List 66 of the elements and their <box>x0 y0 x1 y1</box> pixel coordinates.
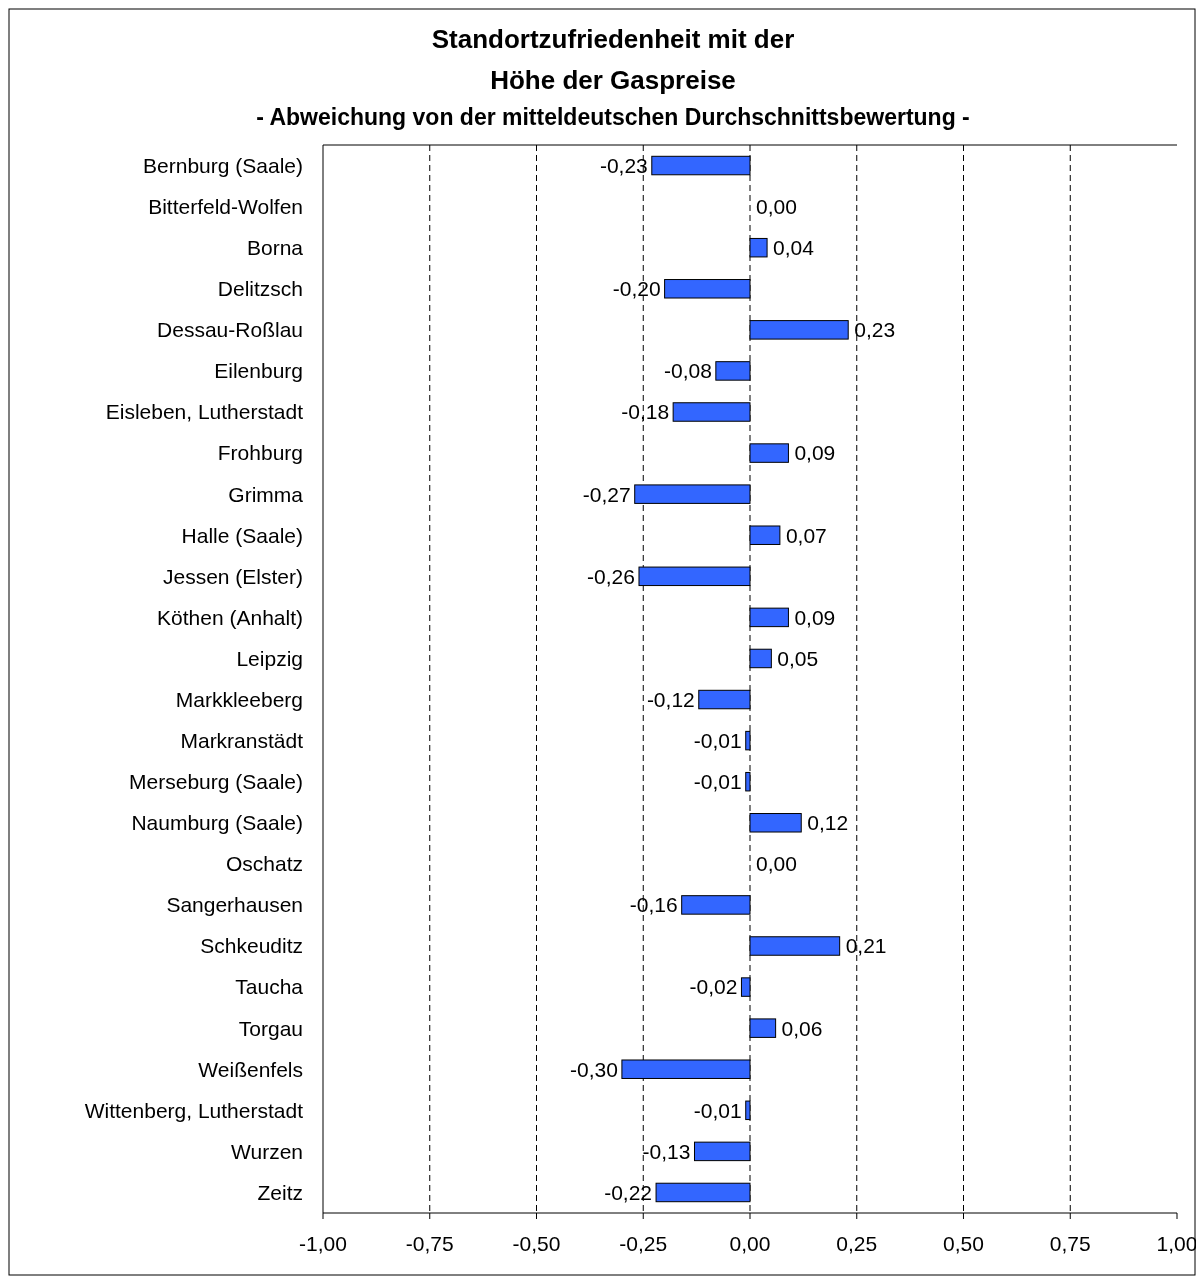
data-label: 0,05 <box>777 646 819 670</box>
data-label: 0,06 <box>781 1016 823 1040</box>
x-tick-label: -0,25 <box>619 1232 668 1255</box>
bar <box>749 813 802 833</box>
y-tick-label: Wittenberg, Lutherstadt <box>84 1098 304 1122</box>
data-label: 0,07 <box>785 523 827 547</box>
data-label: -0,01 <box>693 770 742 794</box>
y-tick-label: Sangerhausen <box>166 893 303 917</box>
data-label: -0,18 <box>621 400 670 424</box>
data-label: 0,00 <box>756 852 797 876</box>
data-label: -0,22 <box>604 1180 653 1204</box>
y-tick-label: Torgau <box>238 1016 303 1040</box>
x-tick-label: 0,50 <box>943 1232 984 1255</box>
y-tick-label: Halle (Saale) <box>181 523 303 547</box>
x-tick-label: -0,75 <box>405 1232 454 1255</box>
data-label: 0,21 <box>845 934 887 958</box>
data-label: -0,20 <box>612 277 661 301</box>
y-tick-label: Taucha <box>235 975 304 999</box>
data-label: -0,16 <box>629 893 678 917</box>
data-label: 0,09 <box>794 441 836 465</box>
y-tick-label: Zeitz <box>257 1180 303 1204</box>
y-tick-label: Grimma <box>228 482 304 506</box>
chart-subtitle: - Abweichung von der mitteldeutschen Durchschnittsbewertung - <box>256 104 970 130</box>
x-tick-label: 0,00 <box>729 1232 771 1255</box>
data-label: 0,12 <box>807 811 849 835</box>
y-tick-label: Weißenfels <box>198 1057 303 1081</box>
y-tick-label: Merseburg (Saale) <box>129 770 303 794</box>
data-label: -0,12 <box>646 687 695 711</box>
data-label: -0,13 <box>642 1139 691 1163</box>
data-label: -0,08 <box>663 359 712 383</box>
y-tick-label: Jessen (Elster) <box>162 564 303 588</box>
data-label: 0,23 <box>854 318 896 342</box>
y-tick-label: Borna <box>246 236 304 260</box>
y-tick-label: Markkleeberg <box>175 687 303 711</box>
y-tick-label: Eisleben, Lutherstadt <box>105 400 304 424</box>
y-tick-label: Köthen (Anhalt) <box>157 605 303 629</box>
bar <box>749 443 789 463</box>
data-label: -0,23 <box>599 153 648 177</box>
data-label: -0,01 <box>693 1098 742 1122</box>
data-label: 0,04 <box>773 236 815 260</box>
y-tick-label: Bitterfeld-Wolfen <box>148 194 303 218</box>
data-label: -0,02 <box>689 975 738 999</box>
y-tick-label: Eilenburg <box>214 359 303 383</box>
bar <box>655 1182 751 1203</box>
y-tick-label: Oschatz <box>225 852 303 876</box>
x-tick-label: -1,00 <box>299 1232 347 1255</box>
y-tick-label: Schkeuditz <box>200 934 303 958</box>
x-tick-label: -0,50 <box>512 1232 561 1255</box>
y-tick-label: Naumburg (Saale) <box>131 811 303 835</box>
data-label: -0,01 <box>693 728 742 752</box>
y-tick-label: Delitzsch <box>217 277 303 301</box>
x-tick-label: 0,25 <box>836 1232 878 1255</box>
y-tick-label: Bernburg (Saale) <box>143 153 303 177</box>
x-tick-label: 1,00 <box>1156 1232 1198 1255</box>
data-label: -0,30 <box>570 1057 618 1081</box>
data-label: -0,27 <box>582 482 631 506</box>
data-label: -0,26 <box>587 564 635 588</box>
x-tick-label: 0,75 <box>1049 1232 1091 1255</box>
y-tick-label: Frohburg <box>217 441 303 465</box>
y-tick-label: Wurzen <box>231 1139 303 1163</box>
data-label: 0,09 <box>794 605 836 629</box>
y-tick-label: Leipzig <box>236 646 303 670</box>
data-label: 0,00 <box>756 194 797 218</box>
y-tick-label: Dessau-Roßlau <box>157 318 303 342</box>
chart-title: Standortzufriedenheit mit der Höhe der Gaspreise <box>431 24 795 95</box>
y-tick-label: Markranstädt <box>180 728 304 752</box>
